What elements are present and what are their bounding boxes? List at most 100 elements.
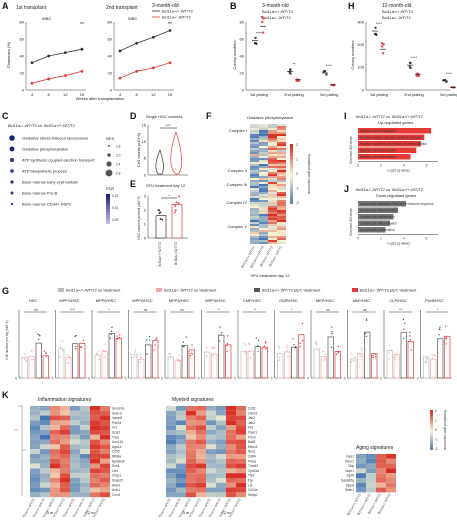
heatmap-cell	[80, 473, 90, 478]
heatmap-cell	[40, 468, 50, 474]
data-point	[212, 347, 214, 350]
heatmap-cell	[50, 449, 60, 454]
heatmap-cell	[80, 458, 90, 464]
data-point	[139, 353, 142, 356]
heatmap-cell	[226, 430, 236, 435]
heatmap-cell	[250, 220, 259, 222]
data-point	[45, 352, 48, 354]
heatmap-cell	[277, 226, 286, 228]
heatmap-cell	[250, 210, 259, 212]
heatmap-cell	[70, 458, 80, 464]
fdr-gradient-cell	[106, 215, 110, 218]
heatmap-cell	[166, 492, 176, 498]
heatmap-cell	[70, 410, 80, 416]
heatmap-cell	[90, 482, 100, 488]
y-tick-label: 0	[144, 235, 147, 240]
heatmap-cell	[226, 415, 236, 421]
heatmap-cell	[40, 463, 50, 469]
gene-label: Nos2	[248, 450, 256, 454]
heatmap-cell	[259, 204, 268, 206]
heatmap-cell	[250, 132, 259, 134]
panel-label-a: A	[2, 1, 9, 11]
data-point	[417, 74, 420, 77]
data-point	[325, 73, 328, 76]
heatmap-cell	[268, 180, 277, 182]
heatmap-cell	[277, 238, 286, 240]
data-point	[301, 322, 304, 325]
significance-stars: ****	[411, 55, 418, 60]
scale-tick: 1	[296, 158, 298, 162]
bar	[284, 351, 291, 379]
legend-dot	[108, 145, 110, 147]
heatmap-cell	[166, 406, 176, 411]
heatmap-cell	[30, 449, 40, 454]
data-point	[220, 334, 222, 336]
scale-cell	[430, 444, 433, 446]
heatmap-cell	[277, 170, 286, 172]
heatmap-cell	[259, 160, 268, 162]
data-point	[262, 17, 265, 20]
x-tick-label: 2	[380, 237, 382, 241]
complex-label: Complex IV	[226, 200, 247, 205]
scale-cell	[290, 198, 293, 201]
data-point	[110, 333, 112, 336]
gene-label: Cd24a	[248, 488, 258, 492]
heatmap-cell	[236, 420, 246, 426]
heatmap-cell	[176, 449, 186, 454]
heatmap-cell	[226, 406, 236, 411]
significance-stars: ****	[256, 31, 263, 36]
heatmap-cell	[386, 468, 396, 474]
data-point	[297, 79, 300, 82]
age-label: 3 m	[47, 510, 54, 515]
data-point	[74, 348, 77, 350]
data-point	[395, 356, 397, 358]
heatmap-cell	[356, 487, 366, 493]
heatmap-cell	[236, 487, 246, 493]
data-point	[32, 359, 34, 361]
y-tick-label: 40	[20, 53, 25, 58]
heatmap-cell	[30, 473, 40, 478]
y-tick-label: 20	[240, 70, 245, 75]
bar	[358, 207, 398, 213]
data-point	[82, 339, 85, 341]
y-tick-label: 10	[142, 139, 147, 144]
data-point	[262, 31, 265, 34]
cell-type-label: PreB/HSC	[425, 298, 444, 303]
y-tick-label: 0	[198, 376, 200, 380]
heatmap-cell	[268, 168, 277, 170]
data-point	[261, 20, 264, 23]
scale-label: Normalized gene expression	[443, 410, 447, 451]
y-tick-label: 100	[357, 65, 364, 70]
heatmap-cell	[250, 142, 259, 144]
panel-c-plot: Oxidative stress-induced senescence Oxida…	[9, 135, 121, 224]
panel-g-ylabel: Cell number per leg (x10^4)	[5, 320, 9, 359]
heatmap-cell	[100, 463, 110, 469]
heatmap-cell	[186, 468, 196, 474]
data-point	[98, 358, 101, 360]
data-point	[257, 350, 259, 353]
significance-stars: *	[168, 193, 170, 198]
heatmap-cell	[30, 410, 40, 416]
scale-tick: -2	[435, 447, 438, 451]
heatmap-cell	[206, 430, 216, 435]
heatmap-cell	[250, 180, 259, 182]
heatmap-cell	[100, 410, 110, 416]
heatmap-cell	[250, 232, 259, 234]
data-point	[61, 340, 63, 343]
heatmap-cell	[277, 182, 286, 184]
bar-label: Myeloid cell homeostasis	[360, 129, 396, 133]
data-point	[445, 337, 447, 340]
data-point	[445, 336, 447, 339]
scale-cell	[290, 189, 293, 192]
heatmap-cell	[277, 186, 286, 188]
data-point	[323, 359, 326, 361]
heatmap-cell	[70, 420, 80, 426]
panel-label-k: K	[2, 390, 9, 400]
heatmap-cell	[366, 473, 376, 478]
panel-a-ctitle: 3-month-old	[152, 3, 179, 9]
gene-label: Rps6ka4	[112, 459, 125, 463]
panel-c-fdr-label: FDR	[106, 186, 114, 191]
significance-stars: ****	[376, 21, 383, 26]
bar	[313, 348, 320, 379]
heatmap-cell	[259, 158, 268, 160]
